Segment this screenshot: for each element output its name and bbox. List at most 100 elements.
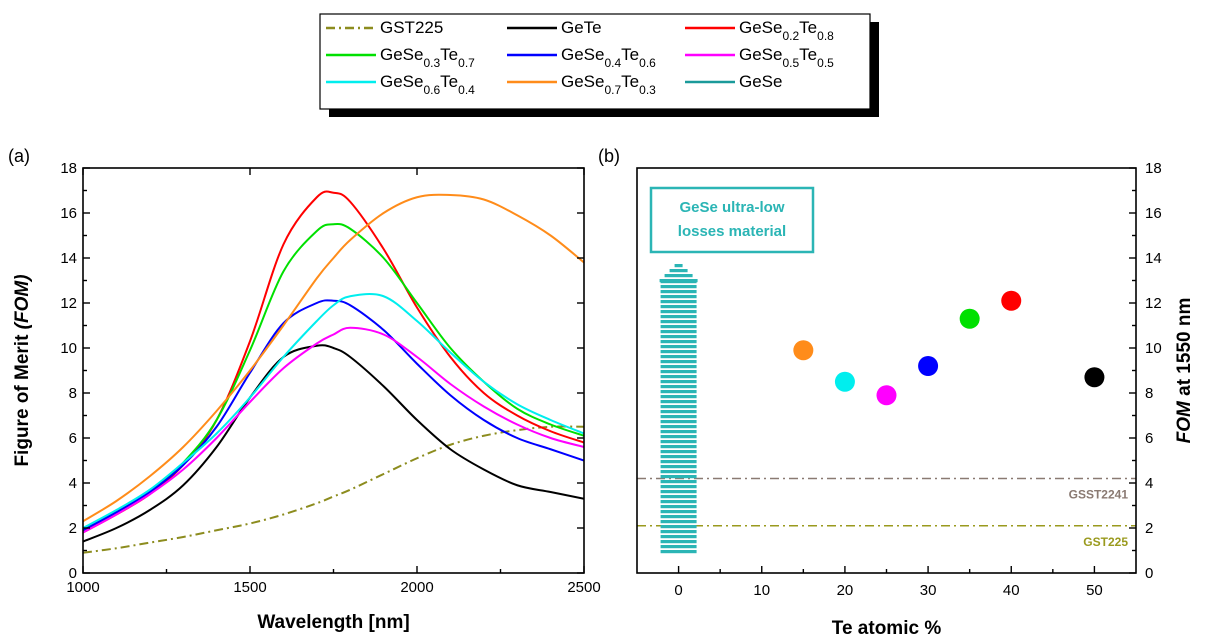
y-axis-label: Figure of Merit (FOM) (12, 274, 33, 466)
arrow-stripe (660, 485, 697, 489)
arrow-stripe (660, 445, 697, 449)
scatter-point (876, 385, 897, 406)
scatter-point (959, 308, 980, 329)
arrow-head-stripe (664, 274, 693, 278)
annotation-arrow (659, 264, 698, 554)
arrow-stripe (660, 310, 697, 314)
arrow-stripe (660, 435, 697, 439)
reference-label-GST225: GST225 (1083, 535, 1128, 549)
x-tick-label: 2000 (400, 579, 433, 596)
panel-b: (b) GSST2241 GST225 GeSe ultra-low losses ma… (598, 146, 1195, 639)
arrow-stripe (660, 315, 697, 319)
y-tick-label: 6 (69, 430, 77, 447)
legend-entry-label: GeSe0.3Te0.7 (380, 45, 475, 70)
arrow-head-stripe (674, 264, 683, 268)
y-tick-label: 16 (1145, 205, 1162, 222)
arrow-stripe (660, 325, 697, 329)
arrow-stripe (660, 380, 697, 384)
panel-b-label: (b) (598, 146, 620, 166)
y-tick-label: 16 (60, 205, 77, 222)
x-tick-label: 20 (837, 582, 854, 599)
y-tick-label: 4 (69, 475, 77, 492)
arrow-stripe (660, 335, 697, 339)
panel-a-frame (82, 167, 585, 574)
arrow-stripe (660, 410, 697, 414)
y-tick-label: 2 (1145, 520, 1153, 537)
y-tick-label: 0 (69, 565, 77, 582)
arrow-stripe (660, 285, 697, 289)
arrow-stripe (660, 500, 697, 504)
arrow-stripe (660, 295, 697, 299)
arrow-stripe (660, 290, 697, 294)
x-tick-label: 40 (1003, 582, 1020, 599)
legend-entry-label: GeTe (561, 18, 602, 37)
arrow-stripe (660, 480, 697, 484)
y-tick-label: 14 (1145, 250, 1162, 267)
arrow-stripe (660, 535, 697, 539)
arrow-stripe (660, 545, 697, 549)
arrow-stripe (660, 465, 697, 469)
arrow-stripe (660, 505, 697, 509)
arrow-stripe (660, 395, 697, 399)
series-line-GeSe0.7Te0.3 (83, 193, 584, 523)
x-tick-label: 1500 (233, 579, 266, 596)
legend-entry-label: GeSe0.4Te0.6 (561, 45, 656, 70)
arrow-stripe (660, 450, 697, 454)
legend-entry-label: GST225 (380, 18, 443, 37)
x-tick-label: 30 (920, 582, 937, 599)
y-tick-label: 18 (1145, 160, 1162, 177)
arrow-stripe (660, 510, 697, 514)
arrow-stripe (660, 400, 697, 404)
arrow-stripe (660, 540, 697, 544)
arrow-stripe (660, 305, 697, 309)
arrow-stripe (660, 440, 697, 444)
arrow-stripe (660, 420, 697, 424)
y-tick-label: 0 (1145, 565, 1153, 582)
arrow-stripe (660, 550, 697, 554)
arrow-stripe (660, 350, 697, 354)
arrow-stripe (660, 320, 697, 324)
x-tick-label: 10 (753, 582, 770, 599)
arrow-stripe (660, 455, 697, 459)
arrow-stripe (660, 525, 697, 529)
y-tick-label: 6 (1145, 430, 1153, 447)
x-axis-label: Te atomic % (832, 618, 942, 639)
arrow-stripe (660, 300, 697, 304)
panel-a-label: (a) (8, 146, 30, 166)
arrow-stripe (660, 530, 697, 534)
y-tick-label: 4 (1145, 475, 1153, 492)
x-axis-label: Wavelength [nm] (257, 612, 409, 633)
panel-a-plot (83, 190, 584, 554)
scatter-point (793, 340, 814, 361)
y-tick-label: 14 (60, 250, 77, 267)
y-tick-label: 2 (69, 520, 77, 537)
arrow-head-stripe (659, 279, 698, 283)
arrow-stripe (660, 375, 697, 379)
arrow-stripe (660, 515, 697, 519)
legend-entry-label: GeSe0.7Te0.3 (561, 72, 656, 97)
x-tick-label: 0 (674, 582, 682, 599)
annotation-text: losses material (678, 223, 786, 240)
arrow-stripe (660, 355, 697, 359)
arrow-stripe (660, 390, 697, 394)
series-line-GeSe0.4Te0.6 (83, 299, 584, 532)
arrow-stripe (660, 520, 697, 524)
y-axis-label: FOM at 1550 nm (1174, 298, 1195, 444)
y-tick-label: 10 (1145, 340, 1162, 357)
y-tick-label: 8 (69, 385, 77, 402)
arrow-stripe (660, 490, 697, 494)
series-line-GeTe (83, 344, 584, 543)
x-tick-label: 50 (1086, 582, 1103, 599)
x-tick-label: 2500 (567, 579, 600, 596)
arrow-stripe (660, 430, 697, 434)
panel-a: (a) 0 2 4 6 8 10 12 14 16 18 1000 1500 2000 2500 Wavele… (8, 146, 601, 633)
y-tick-label: 12 (1145, 295, 1162, 312)
legend-entry-label: GeSe0.6Te0.4 (380, 72, 475, 97)
arrow-head-stripe (669, 269, 688, 273)
arrow-stripe (660, 365, 697, 369)
arrow-stripe (660, 460, 697, 464)
y-tick-label: 18 (60, 160, 77, 177)
arrow-stripe (660, 370, 697, 374)
